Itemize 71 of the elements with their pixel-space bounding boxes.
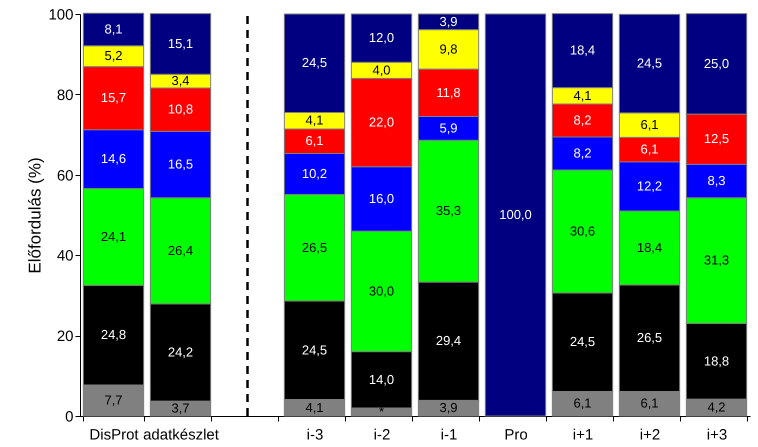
- data-label: 24,5: [636, 56, 662, 71]
- x-tick-label: Pro: [504, 426, 528, 444]
- data-label: 9,8: [439, 41, 458, 56]
- data-label: 5,9: [439, 120, 458, 136]
- data-label: 4,2: [707, 400, 726, 415]
- data-label: 16,5: [168, 156, 194, 172]
- data-label: 8,1: [104, 21, 123, 36]
- data-label: 4,0: [372, 62, 391, 78]
- data-label: 3,4: [171, 73, 190, 88]
- x-tick-label: i-1: [440, 426, 458, 444]
- data-label: 8,2: [573, 145, 592, 160]
- y-tick-label: 20: [56, 328, 74, 346]
- x-tick-label: i+1: [572, 426, 594, 444]
- data-label: 24,5: [302, 55, 328, 70]
- data-label: 16,0: [368, 190, 394, 206]
- data-label: 24,8: [100, 327, 126, 342]
- x-tick-label: adatkészlet: [143, 426, 220, 444]
- x-tick-label: i+2: [640, 426, 660, 444]
- data-label: 6,1: [573, 396, 592, 411]
- data-label: 12,5: [704, 131, 730, 146]
- data-label: 22,0: [368, 114, 394, 130]
- data-label: 18,8: [704, 353, 730, 368]
- x-tick-label: i-2: [374, 426, 390, 444]
- data-label: 14,0: [368, 372, 394, 387]
- y-tick-label: 60: [56, 167, 74, 184]
- y-tick-label: 100: [48, 6, 74, 24]
- data-label: 15,7: [100, 90, 126, 106]
- data-label: 26,5: [302, 240, 328, 255]
- data-label: 31,3: [704, 252, 730, 268]
- data-label: 4,1: [573, 88, 592, 103]
- data-label: 10,2: [302, 166, 328, 181]
- data-label: 6,1: [640, 142, 659, 157]
- data-label: 3,9: [439, 14, 458, 29]
- data-label: 26,4: [168, 242, 194, 258]
- data-label: 24,1: [100, 228, 126, 244]
- data-label: 30,6: [570, 223, 596, 238]
- data-label: 100,0: [499, 207, 532, 222]
- data-label: 29,4: [436, 333, 462, 348]
- data-label: 4,1: [305, 400, 324, 415]
- data-label: 7,7: [104, 392, 123, 408]
- data-label: 12,0: [368, 30, 394, 46]
- data-label: 30,0: [368, 283, 394, 298]
- y-tick-label: 40: [56, 248, 74, 265]
- y-tick-label: 80: [56, 86, 74, 104]
- data-label: 5,2: [104, 48, 123, 64]
- data-label: 6,1: [640, 117, 659, 132]
- data-label: 6,1: [640, 396, 659, 411]
- data-label: 15,1: [168, 36, 194, 51]
- data-label: 18,4: [636, 240, 662, 255]
- data-label: 8,3: [707, 173, 726, 188]
- data-label: 26,5: [636, 330, 662, 346]
- y-axis-title: Előfordulás (%): [25, 157, 44, 274]
- data-label: 24,2: [168, 344, 194, 360]
- data-label: 24,5: [302, 342, 328, 358]
- data-label: 10,8: [168, 102, 194, 117]
- data-label: 8,2: [573, 112, 592, 128]
- data-label: 3,9: [439, 400, 458, 416]
- x-tick-label: DisProt: [89, 426, 140, 444]
- data-label: 14,6: [100, 151, 126, 166]
- y-tick-label: 0: [65, 408, 74, 426]
- x-tick-label: i+3: [706, 426, 728, 444]
- data-label: 18,4: [570, 42, 596, 58]
- data-label: 12,2: [636, 178, 662, 194]
- data-label: 4,1: [305, 112, 324, 128]
- data-label: 3,7: [171, 400, 190, 416]
- data-label: 24,5: [570, 334, 596, 350]
- data-label: 11,8: [436, 84, 461, 100]
- data-label: 35,3: [436, 203, 462, 218]
- data-label: 6,1: [305, 133, 324, 148]
- data-label: 25,0: [704, 56, 730, 71]
- x-tick-label: i-3: [306, 426, 324, 444]
